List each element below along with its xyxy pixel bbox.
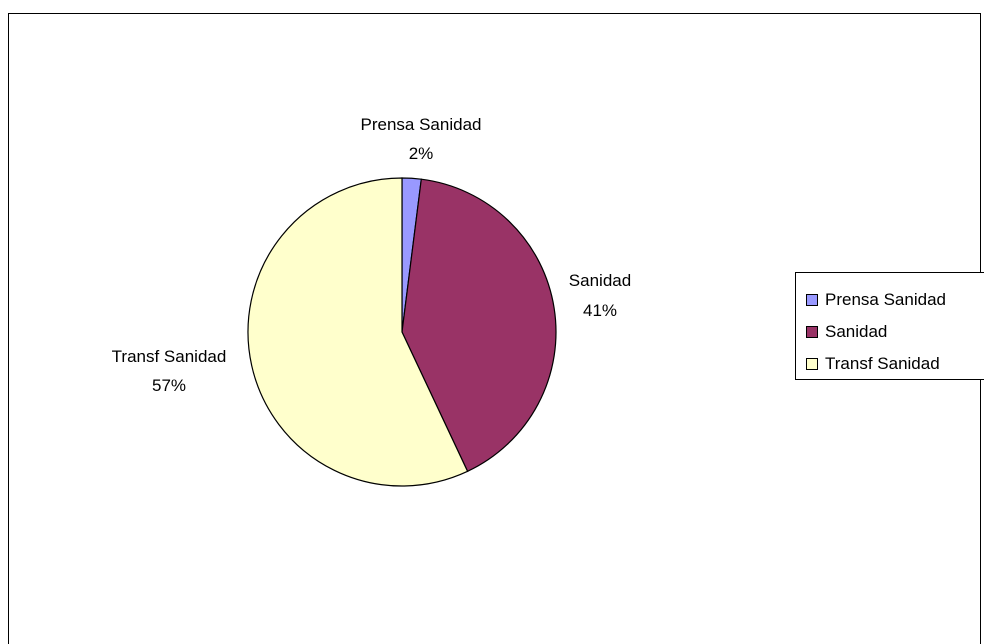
legend-label-transf-sanidad: Transf Sanidad — [825, 354, 940, 373]
legend-label-sanidad: Sanidad — [825, 322, 888, 341]
legend-swatch-sanidad — [806, 326, 818, 338]
pie-slice-sanidad — [401, 178, 557, 473]
slice-label-value-prensa-sanidad: 2% — [409, 144, 434, 163]
legend: Prensa Sanidad Sanidad Transf Sanidad — [795, 272, 984, 380]
slice-label-value-sanidad: 41% — [583, 301, 617, 320]
legend-item-prensa-sanidad: Prensa Sanidad — [806, 284, 984, 316]
slice-label-name-transf-sanidad: Transf Sanidad — [112, 347, 227, 366]
slice-label-name-prensa-sanidad: Prensa Sanidad — [361, 115, 482, 134]
pie-slice-transf-sanidad — [247, 177, 469, 487]
legend-label-prensa-sanidad: Prensa Sanidad — [825, 290, 946, 309]
legend-item-transf-sanidad: Transf Sanidad — [806, 348, 984, 380]
legend-swatch-prensa-sanidad — [806, 294, 818, 306]
legend-swatch-transf-sanidad — [806, 358, 818, 370]
pie-slices — [247, 177, 557, 487]
legend-item-sanidad: Sanidad — [806, 316, 984, 348]
slice-label-value-transf-sanidad: 57% — [152, 376, 186, 395]
slice-label-name-sanidad: Sanidad — [569, 271, 631, 290]
